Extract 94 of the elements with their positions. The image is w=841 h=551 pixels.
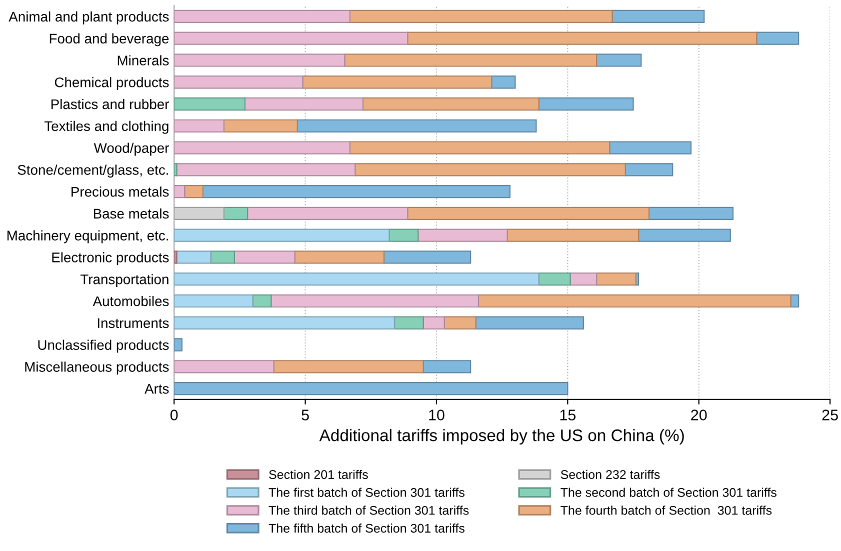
bar — [174, 97, 246, 111]
bar — [252, 294, 272, 308]
bar — [174, 76, 304, 89]
bar — [273, 360, 424, 374]
y-tick-label: Plastics and rubber — [51, 98, 170, 110]
bar — [244, 97, 364, 111]
bar — [247, 206, 408, 220]
y-tick-label: Food and beverage — [50, 33, 169, 46]
bar — [174, 316, 396, 330]
bar — [394, 316, 424, 330]
bar — [202, 184, 511, 198]
bar — [624, 163, 674, 176]
bar — [638, 228, 731, 242]
y-tick-label: Electronic products — [52, 252, 169, 266]
x-tick-label: 20 — [691, 410, 707, 420]
bar — [444, 316, 476, 330]
y-tick-label: Base metals — [94, 208, 169, 219]
bar — [538, 272, 571, 286]
y-tick-label: Arts — [144, 384, 169, 394]
bar — [174, 10, 350, 24]
bar — [174, 141, 350, 154]
bar — [174, 338, 183, 352]
y-tick-label: Miscellaneous products — [25, 362, 169, 375]
y-tick-label: Animal and plant products — [8, 11, 169, 24]
bar — [596, 272, 636, 286]
y-tick-label: Textiles and clothing — [44, 120, 168, 134]
bar — [570, 272, 598, 286]
bar — [344, 54, 598, 67]
bar — [383, 250, 472, 264]
x-tick-label: 5 — [302, 410, 309, 420]
bar — [174, 163, 178, 176]
legend-label: The first batch of Section 301 tariffs — [268, 488, 464, 497]
y-tick-label: Automobiles — [92, 296, 169, 306]
y-tick-label: Precious metals — [72, 186, 169, 197]
bar — [609, 141, 692, 154]
bar — [174, 382, 568, 396]
legend-label: The fifth batch of Section 301 tariffs — [268, 524, 464, 533]
bar — [475, 316, 584, 330]
bar — [349, 141, 610, 154]
bar — [174, 119, 224, 132]
bar — [422, 316, 445, 330]
y-tick-label: Transportation — [80, 274, 168, 288]
bar — [506, 228, 640, 242]
x-axis-title: Additional tariffs imposed by the US on China (%) — [319, 428, 684, 445]
legend-label: The fourth batch of Section 301 tariffs — [560, 506, 772, 515]
y-tick-label: Stone/cement/glass, etc. — [18, 164, 168, 178]
bar — [648, 206, 734, 220]
y-tick-label: Unclassified products — [38, 340, 169, 353]
bar — [354, 163, 626, 176]
x-tick-label: 25 — [822, 410, 838, 420]
bar — [296, 119, 537, 132]
bar — [407, 32, 758, 45]
bar — [234, 250, 296, 264]
bar — [174, 294, 254, 308]
y-tick-label: Minerals — [118, 55, 169, 66]
bar — [174, 250, 178, 264]
bar — [349, 10, 613, 24]
x-tick-label: 10 — [429, 410, 444, 420]
bar — [612, 10, 705, 24]
bar — [174, 272, 540, 286]
bar — [270, 294, 480, 308]
bar — [223, 119, 298, 132]
bar — [388, 228, 419, 242]
x-tick-label: 15 — [560, 410, 576, 420]
bar — [491, 76, 516, 89]
bar — [478, 294, 792, 308]
bar — [176, 250, 212, 264]
x-tick-label: 0 — [170, 410, 178, 420]
bar — [596, 54, 642, 67]
bar — [418, 228, 508, 242]
bar — [294, 250, 385, 264]
bar — [223, 206, 248, 220]
bar — [407, 206, 650, 220]
y-tick-label: Instruments — [98, 318, 169, 328]
bar — [174, 54, 346, 67]
bar — [176, 163, 356, 176]
bar — [756, 32, 800, 45]
y-tick-label: Chemical products — [54, 77, 169, 90]
y-tick-label: Wood/paper — [94, 142, 169, 156]
bar — [184, 184, 204, 198]
bar — [422, 360, 472, 374]
bar — [174, 184, 186, 198]
bar — [174, 32, 408, 45]
bar — [174, 360, 274, 374]
legend-label: Section 201 tariffs — [269, 470, 368, 479]
legend-label: Section 232 tariffs — [560, 470, 660, 479]
bar — [538, 97, 634, 111]
legend-label: The second batch of Section 301 tariffs — [560, 488, 776, 497]
bar — [362, 97, 540, 111]
bar — [174, 228, 390, 242]
bar — [302, 76, 492, 89]
y-tick-label: Machinery equipment, etc. — [7, 230, 168, 244]
legend-label: The third batch of Section 301 tariffs — [268, 506, 469, 515]
bar — [210, 250, 235, 264]
